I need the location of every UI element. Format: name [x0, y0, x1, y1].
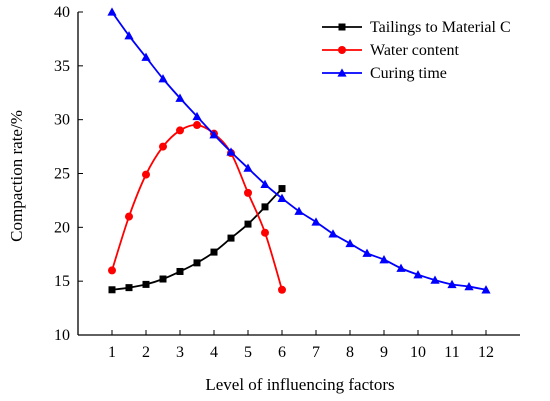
x-tick-label: 3: [176, 344, 184, 361]
data-point: [159, 275, 167, 283]
data-point: [125, 284, 133, 292]
data-point: [243, 163, 253, 172]
y-tick-label: 20: [54, 219, 70, 236]
data-point: [124, 31, 134, 40]
data-point: [447, 279, 457, 289]
data-point: [141, 52, 151, 61]
data-point: [261, 203, 269, 211]
data-point: [481, 285, 491, 294]
data-point: [413, 270, 423, 279]
legend: Tailings to Material C Water content Curin…: [322, 19, 511, 82]
x-tick-label: 10: [410, 344, 426, 361]
series-2: [107, 7, 491, 294]
data-point: [209, 130, 219, 139]
data-point: [108, 266, 116, 275]
legend-label: Tailings to Material C: [370, 19, 511, 36]
x-tick-label: 5: [244, 344, 252, 361]
data-point: [278, 185, 286, 193]
data-point: [396, 263, 406, 272]
data-point: [142, 280, 150, 288]
y-tick-label: 30: [54, 112, 70, 129]
legend-marker: [337, 68, 347, 77]
data-point: [294, 206, 304, 215]
x-tick-label: 7: [312, 344, 320, 361]
series-line: [111, 187, 283, 291]
data-point: [176, 126, 184, 135]
legend-label: Water content: [370, 42, 459, 59]
x-tick-label: 1: [108, 344, 116, 361]
data-point: [311, 217, 321, 226]
y-tick-label: 25: [54, 166, 70, 183]
data-point: [158, 74, 168, 83]
data-point: [362, 248, 372, 257]
data-point: [328, 229, 338, 238]
legend-marker: [338, 46, 346, 54]
series-0: [108, 185, 286, 294]
data-point: [277, 193, 287, 202]
data-point: [278, 285, 286, 294]
data-point: [244, 188, 252, 197]
y-axis-title: Compaction rate/%: [7, 110, 26, 242]
data-point: [142, 170, 150, 179]
y-tick-label: 10: [54, 327, 70, 344]
series-1: [108, 121, 286, 294]
y-tick-label: 35: [54, 58, 70, 75]
data-point: [175, 93, 185, 102]
x-tick-label: 11: [444, 344, 459, 361]
legend-marker: [338, 23, 346, 31]
legend-label: Curing time: [370, 65, 447, 82]
data-point: [345, 238, 355, 248]
y-tick-label: 15: [54, 273, 70, 290]
x-tick-label: 2: [142, 344, 150, 361]
y-axis-ticks: 10 15 20 25 30 35 40: [54, 4, 83, 344]
data-point: [193, 259, 201, 267]
x-tick-label: 4: [210, 344, 218, 361]
data-point: [261, 228, 269, 237]
data-point: [159, 142, 167, 151]
data-point: [430, 275, 440, 284]
data-point: [260, 179, 270, 188]
data-point: [227, 234, 235, 242]
x-tick-label: 8: [346, 344, 354, 361]
data-point: [210, 248, 218, 256]
x-axis-title: Level of influencing factors: [205, 375, 394, 394]
x-axis-ticks: 1 2 3 4 5 6 7 8 9 10 11 12: [108, 330, 494, 361]
x-tick-label: 6: [278, 344, 286, 361]
data-point: [108, 286, 116, 294]
data-point: [226, 147, 236, 156]
series-layer: [107, 7, 491, 294]
data-point: [192, 111, 202, 121]
data-point: [125, 212, 133, 221]
data-point: [193, 121, 201, 130]
data-point: [464, 281, 474, 291]
data-point: [244, 220, 252, 228]
data-point: [379, 255, 389, 264]
data-point: [176, 267, 184, 275]
x-tick-label: 12: [478, 344, 494, 361]
x-tick-label: 9: [380, 344, 388, 361]
y-tick-label: 40: [54, 4, 70, 21]
data-point: [107, 7, 117, 16]
